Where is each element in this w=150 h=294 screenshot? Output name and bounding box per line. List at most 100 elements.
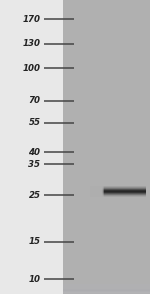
Bar <box>90 186 101 197</box>
Bar <box>90 186 102 197</box>
Bar <box>63 287 150 292</box>
Bar <box>90 186 91 197</box>
Bar <box>90 186 95 197</box>
Bar <box>90 186 102 197</box>
Bar <box>63 289 150 294</box>
Bar <box>90 186 104 197</box>
Bar <box>63 285 150 290</box>
Bar <box>63 289 150 294</box>
Bar <box>63 285 150 290</box>
Bar <box>63 288 150 292</box>
Bar <box>63 289 150 293</box>
Bar <box>63 284 150 289</box>
Bar <box>90 186 103 197</box>
Bar <box>63 285 150 290</box>
Bar <box>90 186 97 197</box>
Bar <box>63 288 150 293</box>
Bar <box>63 286 150 291</box>
Bar <box>63 288 150 293</box>
Bar <box>63 288 150 293</box>
Bar <box>63 287 150 292</box>
Text: 170: 170 <box>22 15 40 24</box>
Bar <box>63 288 150 293</box>
Text: 55: 55 <box>28 118 40 127</box>
Bar <box>63 288 150 293</box>
Bar <box>63 285 150 290</box>
Bar <box>63 288 150 293</box>
Bar <box>63 285 150 290</box>
Bar <box>63 286 150 291</box>
Bar <box>90 186 93 197</box>
Bar <box>63 289 150 294</box>
Bar <box>63 289 150 294</box>
Bar <box>63 287 150 292</box>
Bar <box>90 186 94 197</box>
Bar <box>90 186 100 197</box>
Bar <box>90 186 98 197</box>
Bar <box>0 0 63 294</box>
Bar <box>63 286 150 291</box>
Bar <box>90 186 92 197</box>
Bar <box>63 285 150 289</box>
Bar <box>90 186 93 197</box>
Bar <box>90 186 98 197</box>
Bar <box>63 285 150 290</box>
Bar <box>63 0 150 294</box>
Bar <box>63 286 150 291</box>
Bar <box>90 186 99 197</box>
Bar <box>63 286 150 291</box>
Bar <box>90 186 92 197</box>
Text: 25: 25 <box>28 191 40 200</box>
Bar <box>63 287 150 292</box>
Text: 130: 130 <box>22 39 40 49</box>
Bar <box>63 288 150 293</box>
Bar <box>90 186 96 197</box>
Bar <box>90 186 94 197</box>
Bar <box>63 286 150 290</box>
Bar <box>90 186 102 197</box>
Bar <box>90 186 96 197</box>
Bar <box>63 284 150 289</box>
Bar <box>63 285 150 290</box>
Bar <box>90 186 96 197</box>
Bar <box>63 287 150 292</box>
Bar <box>90 186 91 197</box>
Text: 40: 40 <box>28 148 40 156</box>
Bar <box>63 288 150 293</box>
Bar <box>63 289 150 294</box>
Bar <box>63 287 150 292</box>
Text: 100: 100 <box>22 64 40 73</box>
Bar <box>63 286 150 291</box>
Bar <box>63 285 150 290</box>
Bar <box>63 287 150 292</box>
Bar <box>63 285 150 289</box>
Bar <box>63 286 150 291</box>
Bar <box>90 186 95 197</box>
Bar <box>63 286 150 291</box>
Bar <box>63 287 150 291</box>
Bar <box>63 287 150 292</box>
Bar <box>63 288 150 293</box>
Bar <box>63 288 150 293</box>
Bar <box>90 186 100 197</box>
Bar <box>63 285 150 290</box>
Bar <box>90 186 103 197</box>
Text: 35: 35 <box>28 160 40 169</box>
Bar <box>63 288 150 292</box>
Bar <box>63 285 150 290</box>
Bar <box>63 288 150 293</box>
Bar <box>90 186 101 197</box>
Bar <box>63 288 150 293</box>
Bar <box>63 289 150 294</box>
Bar <box>63 285 150 290</box>
Bar <box>63 285 150 290</box>
Text: 70: 70 <box>28 96 40 105</box>
Bar <box>90 186 97 197</box>
Text: 15: 15 <box>28 238 40 246</box>
Bar <box>63 286 150 291</box>
Bar <box>90 186 99 197</box>
Bar <box>63 285 150 290</box>
Text: 10: 10 <box>28 275 40 284</box>
Bar <box>63 288 150 293</box>
Bar <box>63 287 150 292</box>
